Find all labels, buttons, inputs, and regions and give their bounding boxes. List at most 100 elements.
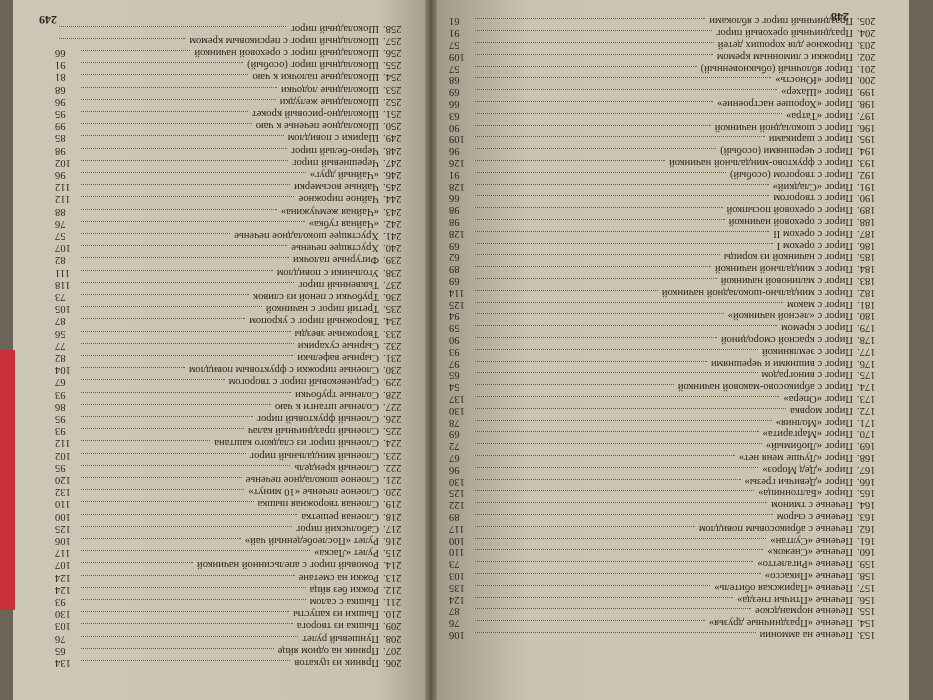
dot-leader <box>81 403 271 405</box>
index-entry: 243. «Чайная жемчужина» 88 <box>55 205 405 217</box>
index-entry: 246. «Чайный друг» 96 <box>55 168 405 180</box>
entry-page: 112 <box>55 181 71 193</box>
dot-leader <box>475 30 713 32</box>
entry-title: Пышки из капусты <box>293 608 379 620</box>
entry-title: Слоеная решетка <box>301 510 379 522</box>
entry-page: 91 <box>449 27 460 39</box>
entry-number: 258. <box>383 22 402 34</box>
entry-title: Праздничный ореховый пирог <box>716 27 853 39</box>
entry-number: 215. <box>383 547 402 559</box>
index-entry: 239. Фигурные палочки 82 <box>55 253 405 265</box>
entry-title: Саболчский пирог <box>295 522 379 534</box>
dot-leader <box>475 65 697 67</box>
entry-page: 69 <box>449 275 460 286</box>
entry-number: 237. <box>383 278 402 290</box>
index-entry: 180. Пирог с «лесной начинкой» 94 <box>449 309 879 321</box>
dot-leader <box>81 269 273 271</box>
entry-page: 128 <box>449 180 465 192</box>
entry-title: Слоеные пирожки с фруктовым повидлом <box>188 364 379 376</box>
entry-page: 124 <box>55 571 71 583</box>
index-entry: 170. Пирог «Маргарита» 69 <box>449 427 879 439</box>
dot-leader <box>81 62 244 64</box>
index-entry: 209. Пышка из творога 103 <box>55 619 405 631</box>
index-entry: 173. Пирог «Опера» 137 <box>449 392 879 404</box>
index-entry: 247. Черешневый пирог 102 <box>55 156 405 168</box>
dot-leader <box>475 42 714 43</box>
entry-number: 199. <box>857 86 876 98</box>
index-entry: 251. Шоколадно-рисовый крокет 95 <box>55 107 405 119</box>
entry-title: Пирог «Татра» <box>786 109 853 121</box>
entry-number: 192. <box>857 168 876 180</box>
entry-title: Пирог «Лучше меня нет» <box>738 452 853 463</box>
entry-number: 234. <box>383 315 402 327</box>
dot-leader <box>475 183 769 185</box>
entry-page: 87 <box>449 605 460 617</box>
dot-leader <box>475 301 783 303</box>
entry-title: Пирог с орехом I <box>776 239 853 251</box>
index-entry: 192. Пирог с творогом (особый) 91 <box>449 168 879 180</box>
index-entry: 206. Пряник из цукатов 134 <box>55 656 405 668</box>
entry-number: 211. <box>383 596 402 607</box>
entry-title: Слоеная творожная пышка <box>257 498 379 510</box>
index-entry: 185. Пирог с начинкой из корицы 62 <box>449 250 879 262</box>
dot-leader <box>475 53 713 55</box>
entry-number: 226. <box>383 413 402 424</box>
entry-number: 196. <box>857 121 876 133</box>
dot-leader <box>475 148 717 150</box>
index-entry: 252. Шоколадные желудки 96 <box>55 95 405 107</box>
entry-number: 184. <box>857 263 876 275</box>
dot-leader <box>475 18 706 20</box>
entry-title: Средневековый пирог с творогом <box>228 376 379 388</box>
entry-page: 61 <box>449 15 460 27</box>
index-entry: 193. Пирог с фруктово-миндальной начинкой… <box>449 156 879 168</box>
entry-number: 173. <box>857 393 876 404</box>
entry-number: 214. <box>383 559 402 571</box>
index-entry: 168. Пирог «Лучше меня нет» 67 <box>449 451 879 463</box>
entry-title: Тыквенный пирог <box>298 278 379 290</box>
dot-leader <box>475 77 772 79</box>
entry-number: 155. <box>857 605 876 617</box>
entry-title: Пирог морвка <box>790 404 853 416</box>
entry-title: Рожки на сметане <box>298 571 379 583</box>
entry-number: 157. <box>857 581 876 593</box>
dot-leader <box>59 25 287 27</box>
entry-number: 172. <box>857 404 876 416</box>
dot-leader <box>475 266 711 268</box>
entry-number: 225. <box>383 425 402 437</box>
dot-leader <box>81 623 293 625</box>
index-entry: 250. Шоколадное печенье к чаю 99 <box>55 119 405 131</box>
entry-title: «Чайная жемчужина» <box>280 205 379 217</box>
entry-title: Хрустящее печенье <box>291 242 379 254</box>
index-entry: 174. Пирог с абрикосово-маковой начинкой 5… <box>449 380 879 392</box>
dot-leader <box>475 419 772 421</box>
entry-page: 98 <box>55 144 66 156</box>
dot-leader <box>81 562 193 564</box>
entry-title: Пирог «Балтонница» <box>758 487 853 499</box>
entry-page: 81 <box>55 71 66 83</box>
entry-page: 90 <box>449 121 460 133</box>
index-entry: 235. Третий пирог с начинкой 105 <box>55 302 405 314</box>
dot-leader <box>475 608 752 610</box>
dot-leader <box>475 455 735 456</box>
entry-page: 107 <box>55 559 71 571</box>
dot-leader <box>81 184 291 186</box>
index-entry: 231. Сырные вафельки 82 <box>55 351 405 363</box>
dot-leader <box>475 502 768 504</box>
index-entry: 220. Слоеное печенье «10 минут» 132 <box>55 485 405 497</box>
index-entry: 161. Печенье «Султан» 100 <box>449 534 879 546</box>
entry-number: 239. <box>383 254 402 266</box>
entry-title: Пирог с «лесной начинкой» <box>727 310 853 322</box>
index-entry: 236. Трубочки с пеной из сливок 73 <box>55 290 405 302</box>
entry-title: Пирог с миндальной начинкой <box>714 263 853 275</box>
dot-leader <box>81 379 225 381</box>
entry-number: 253. <box>383 83 402 95</box>
entry-number: 210. <box>383 608 402 620</box>
entry-page: 67 <box>55 376 66 388</box>
entry-page: 99 <box>55 120 66 132</box>
index-entry: 162. Печенье с абрикосовым повидлом 117 <box>449 522 879 534</box>
entry-page: 96 <box>55 95 66 107</box>
entry-number: 178. <box>857 334 876 345</box>
dot-leader <box>81 550 311 552</box>
index-entry: 217. Саболчский пирог 125 <box>55 522 405 534</box>
